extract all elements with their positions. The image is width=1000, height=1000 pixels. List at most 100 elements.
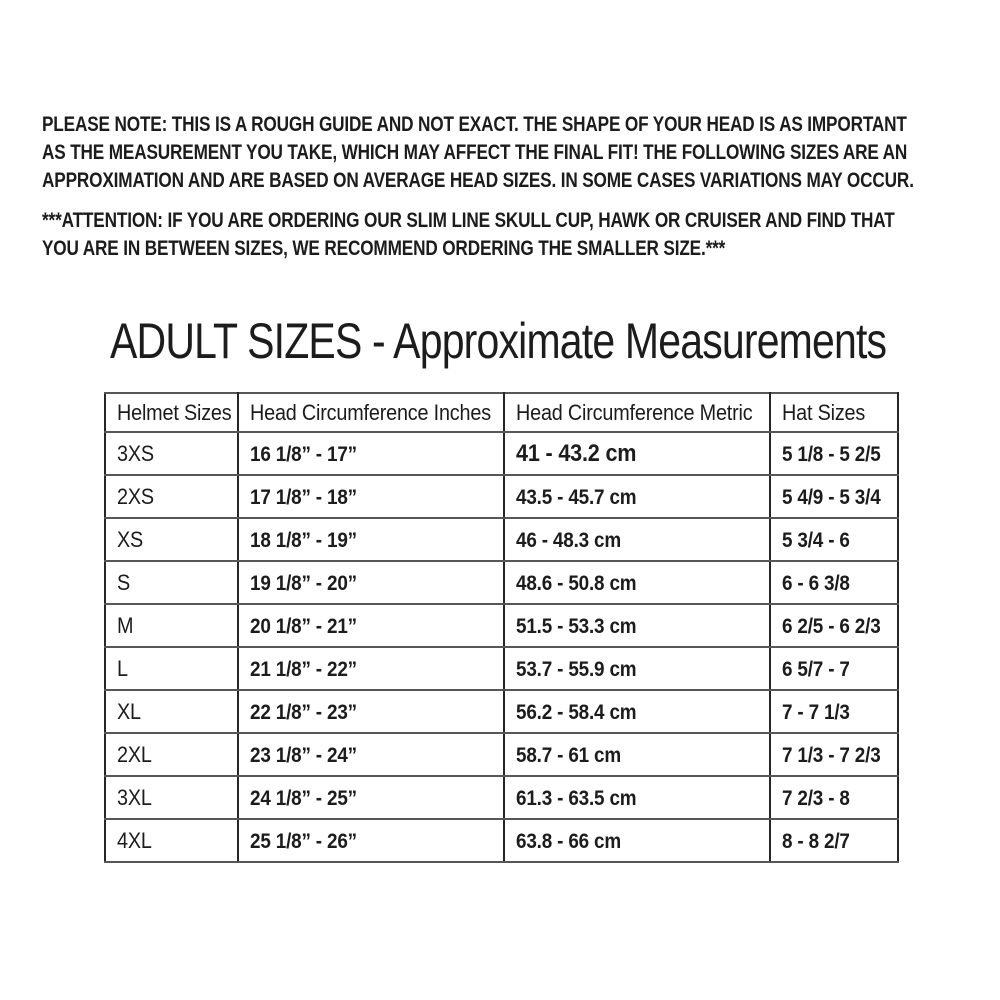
column-header-text: Head Circumference Inches bbox=[250, 399, 491, 425]
cell-hat-range-text: 6 5/7 - 7 bbox=[782, 657, 850, 681]
cell-metric-range-text: 56.2 - 58.4 cm bbox=[516, 700, 637, 724]
cell-metric-range-text: 51.5 - 53.3 cm bbox=[516, 614, 637, 638]
table-row: 2XS 17 1/8” - 18” 43.5 - 45.7 cm 5 4/9 - 5 … bbox=[104, 474, 899, 519]
cell-helmet-size-text: XL bbox=[117, 698, 141, 724]
cell-metric-range: 43.5 - 45.7 cm bbox=[503, 474, 771, 519]
cell-metric-range-text: 43.5 - 45.7 cm bbox=[516, 485, 637, 509]
cell-helmet-size-text: XS bbox=[117, 526, 144, 552]
cell-hat-range-text: 8 - 8 2/7 bbox=[782, 829, 850, 853]
cell-hat-range-text: 7 2/3 - 8 bbox=[782, 786, 850, 810]
cell-inches-range: 19 1/8” - 20” bbox=[237, 560, 505, 605]
cell-metric-range: 48.6 - 50.8 cm bbox=[503, 560, 771, 605]
table-row: S 19 1/8” - 20” 48.6 - 50.8 cm 6 - 6 3/8 bbox=[104, 560, 899, 605]
cell-helmet-size-text: M bbox=[117, 612, 134, 638]
cell-helmet-size: 2XS bbox=[104, 474, 239, 519]
note-line: APPROXIMATION AND ARE BASED ON AVERAGE H… bbox=[42, 168, 914, 192]
cell-helmet-size: M bbox=[104, 603, 239, 648]
cell-hat-range: 6 2/5 - 6 2/3 bbox=[769, 603, 899, 648]
cell-metric-range: 56.2 - 58.4 cm bbox=[503, 689, 771, 734]
column-header-helmet-sizes: Helmet Sizes bbox=[104, 392, 239, 433]
cell-inches-range-text: 24 1/8” - 25” bbox=[250, 786, 357, 810]
cell-hat-range: 5 4/9 - 5 3/4 bbox=[769, 474, 899, 519]
cell-inches-range: 23 1/8” - 24” bbox=[237, 732, 505, 777]
cell-metric-range-text: 53.7 - 55.9 cm bbox=[516, 657, 637, 681]
column-header-text: Helmet Sizes bbox=[117, 399, 232, 425]
table-header-row: Helmet Sizes Head Circumference Inches H… bbox=[104, 392, 899, 433]
cell-helmet-size: XS bbox=[104, 517, 239, 562]
cell-inches-range-text: 17 1/8” - 18” bbox=[250, 485, 357, 509]
cell-inches-range-text: 19 1/8” - 20” bbox=[250, 571, 357, 595]
cell-helmet-size: L bbox=[104, 646, 239, 691]
attention-line: YOU ARE IN BETWEEN SIZES, WE RECOMMEND O… bbox=[42, 236, 726, 260]
cell-inches-range-text: 22 1/8” - 23” bbox=[250, 700, 357, 724]
cell-hat-range: 7 1/3 - 7 2/3 bbox=[769, 732, 899, 777]
cell-helmet-size: 3XS bbox=[104, 431, 239, 476]
cell-helmet-size-text: 3XS bbox=[117, 440, 154, 466]
cell-inches-range-text: 23 1/8” - 24” bbox=[250, 743, 357, 767]
cell-inches-range-text: 20 1/8” - 21” bbox=[250, 614, 357, 638]
cell-metric-range-text: 46 - 48.3 cm bbox=[516, 528, 622, 552]
cell-inches-range: 18 1/8” - 19” bbox=[237, 517, 505, 562]
cell-hat-range: 7 2/3 - 8 bbox=[769, 775, 899, 820]
cell-metric-range: 51.5 - 53.3 cm bbox=[503, 603, 771, 648]
column-header-head-circumference-inches: Head Circumference Inches bbox=[237, 392, 505, 433]
cell-hat-range-text: 6 2/5 - 6 2/3 bbox=[782, 614, 881, 638]
cell-inches-range: 24 1/8” - 25” bbox=[237, 775, 505, 820]
column-header-head-circumference-metric: Head Circumference Metric bbox=[503, 392, 771, 433]
note-line: AS THE MEASUREMENT YOU TAKE, WHICH MAY A… bbox=[42, 140, 908, 164]
cell-inches-range-text: 21 1/8” - 22” bbox=[250, 657, 357, 681]
cell-helmet-size: 4XL bbox=[104, 818, 239, 863]
page-title: ADULT SIZES - Approximate Measurements bbox=[110, 313, 887, 369]
cell-inches-range: 16 1/8” - 17” bbox=[237, 431, 505, 476]
column-header-hat-sizes: Hat Sizes bbox=[769, 392, 899, 433]
cell-hat-range: 5 3/4 - 6 bbox=[769, 517, 899, 562]
cell-metric-range-text: 48.6 - 50.8 cm bbox=[516, 571, 637, 595]
note-line: PLEASE NOTE: THIS IS A ROUGH GUIDE AND N… bbox=[42, 112, 907, 136]
cell-metric-range: 46 - 48.3 cm bbox=[503, 517, 771, 562]
cell-metric-range-text: 61.3 - 63.5 cm bbox=[516, 786, 637, 810]
cell-hat-range: 6 5/7 - 7 bbox=[769, 646, 899, 691]
cell-hat-range: 7 - 7 1/3 bbox=[769, 689, 899, 734]
cell-hat-range-text: 5 4/9 - 5 3/4 bbox=[782, 485, 881, 509]
attention-line: ***ATTENTION: IF YOU ARE ORDERING OUR SL… bbox=[42, 208, 895, 232]
cell-helmet-size-text: L bbox=[117, 655, 128, 681]
cell-inches-range-text: 25 1/8” - 26” bbox=[250, 829, 357, 853]
table-row: 4XL 25 1/8” - 26” 63.8 - 66 cm 8 - 8 2/7 bbox=[104, 818, 899, 863]
attention-paragraph: ***ATTENTION: IF YOU ARE ORDERING OUR SL… bbox=[42, 206, 1000, 262]
table-row: 3XL 24 1/8” - 25” 61.3 - 63.5 cm 7 2/3 - 8 bbox=[104, 775, 899, 820]
cell-hat-range-text: 7 - 7 1/3 bbox=[782, 700, 850, 724]
cell-helmet-size-text: S bbox=[117, 569, 131, 595]
table-row: 2XL 23 1/8” - 24” 58.7 - 61 cm 7 1/3 - 7 2/… bbox=[104, 732, 899, 777]
adult-sizes-table: Helmet Sizes Head Circumference Inches H… bbox=[104, 392, 899, 863]
table-row: M 20 1/8” - 21” 51.5 - 53.3 cm 6 2/5 - 6 2/… bbox=[104, 603, 899, 648]
column-header-text: Hat Sizes bbox=[782, 399, 866, 425]
cell-helmet-size-text: 2XS bbox=[117, 483, 154, 509]
table-body: 3XS 16 1/8” - 17” 41 - 43.2 cm 5 1/8 - 5 2/… bbox=[104, 431, 899, 863]
cell-helmet-size: S bbox=[104, 560, 239, 605]
cell-helmet-size-text: 4XL bbox=[117, 827, 152, 853]
cell-metric-range-text: 63.8 - 66 cm bbox=[516, 829, 622, 853]
cell-inches-range: 20 1/8” - 21” bbox=[237, 603, 505, 648]
table-row: L 21 1/8” - 22” 53.7 - 55.9 cm 6 5/7 - 7 bbox=[104, 646, 899, 691]
please-note-paragraph: PLEASE NOTE: THIS IS A ROUGH GUIDE AND N… bbox=[42, 110, 1000, 194]
cell-inches-range: 17 1/8” - 18” bbox=[237, 474, 505, 519]
cell-metric-range-text: 41 - 43.2 cm bbox=[516, 439, 637, 467]
cell-inches-range: 22 1/8” - 23” bbox=[237, 689, 505, 734]
cell-hat-range-text: 5 1/8 - 5 2/5 bbox=[782, 442, 881, 466]
cell-metric-range: 58.7 - 61 cm bbox=[503, 732, 771, 777]
cell-helmet-size: 3XL bbox=[104, 775, 239, 820]
cell-metric-range: 63.8 - 66 cm bbox=[503, 818, 771, 863]
table-row: XL 22 1/8” - 23” 56.2 - 58.4 cm 7 - 7 1/3 bbox=[104, 689, 899, 734]
column-header-text: Head Circumference Metric bbox=[516, 399, 753, 425]
cell-hat-range: 8 - 8 2/7 bbox=[769, 818, 899, 863]
cell-metric-range-text: 58.7 - 61 cm bbox=[516, 743, 622, 767]
cell-hat-range-text: 7 1/3 - 7 2/3 bbox=[782, 743, 881, 767]
cell-metric-range: 61.3 - 63.5 cm bbox=[503, 775, 771, 820]
cell-helmet-size: XL bbox=[104, 689, 239, 734]
cell-hat-range: 6 - 6 3/8 bbox=[769, 560, 899, 605]
notes-section: PLEASE NOTE: THIS IS A ROUGH GUIDE AND N… bbox=[42, 110, 1000, 262]
cell-hat-range-text: 6 - 6 3/8 bbox=[782, 571, 850, 595]
cell-metric-range: 41 - 43.2 cm bbox=[503, 431, 771, 476]
cell-inches-range-text: 16 1/8” - 17” bbox=[250, 442, 357, 466]
